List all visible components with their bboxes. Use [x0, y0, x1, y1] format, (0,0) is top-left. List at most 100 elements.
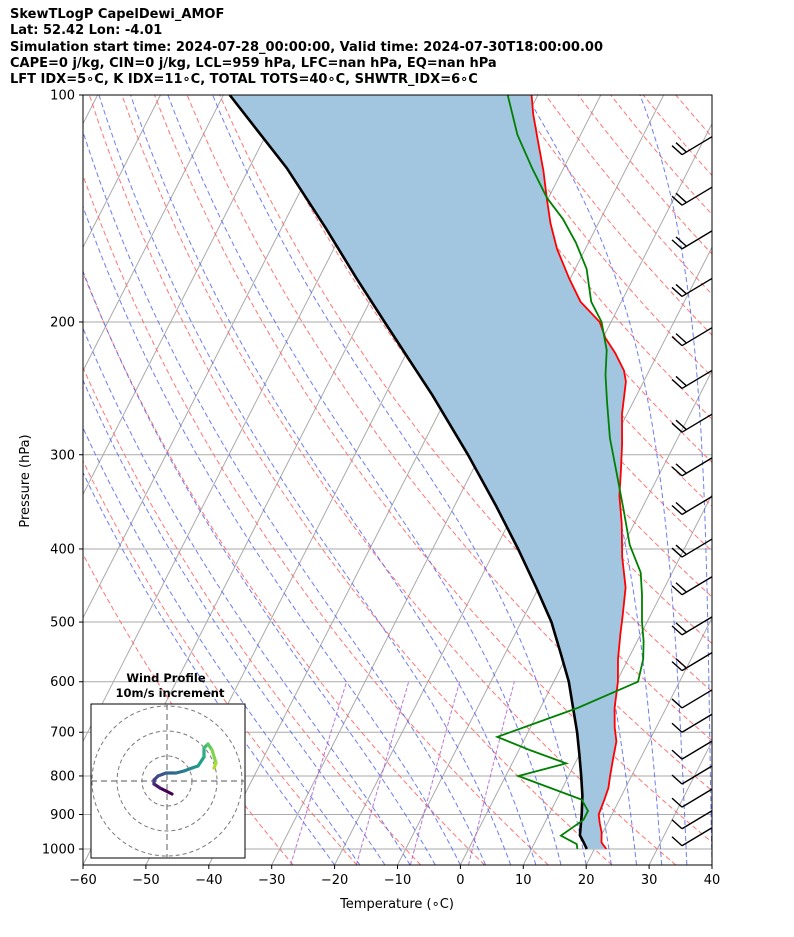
- dry-adiabat: [83, 173, 549, 865]
- plot-header: SkewTLogP CapelDewi_AMOF Lat: 52.42 Lon:…: [10, 7, 603, 88]
- y-tick-label: 600: [50, 675, 75, 690]
- y-tick-label: 300: [50, 448, 75, 463]
- wind-barb: [671, 765, 713, 785]
- mixing-ratio-line: [409, 681, 461, 865]
- x-tick-label: −30: [258, 873, 285, 888]
- dry-adiabat: [447, 95, 712, 420]
- x-axis-ticks: −60 −50 −40 −30 −20 −10 0 10 20 30 40: [69, 865, 720, 888]
- wind-barb: [671, 327, 713, 347]
- hodograph-inset: Wind Profile 10m/s increment: [90, 671, 246, 859]
- moist-adiabat: [83, 327, 411, 865]
- x-tick-label: 20: [578, 873, 595, 888]
- isotherm-line: [83, 95, 161, 249]
- wind-barb: [671, 788, 713, 808]
- moist-adiabat: [83, 471, 336, 865]
- x-tick-label: −10: [384, 873, 411, 888]
- y-tick-label: 500: [50, 616, 75, 631]
- dry-adiabat: [154, 95, 712, 843]
- wind-barb: [671, 740, 713, 760]
- x-tick-label: −60: [69, 873, 96, 888]
- wind-barb: [671, 810, 713, 830]
- hodograph-trace: [210, 748, 218, 765]
- dry-adiabat: [610, 95, 712, 216]
- moist-adiabat: [83, 205, 461, 865]
- moist-adiabat: [130, 95, 537, 865]
- hodograph-trace: [196, 755, 206, 768]
- hodograph-title: Wind Profile: [126, 671, 206, 685]
- cin-fill: [229, 95, 626, 849]
- y-axis-label: Pressure (hPa): [18, 434, 33, 527]
- dry-adiabat: [219, 95, 712, 742]
- hodograph-trace: [212, 761, 218, 770]
- y-tick-label: 700: [50, 726, 75, 741]
- wind-barb: [671, 136, 713, 156]
- dry-adiabat: [83, 553, 294, 865]
- header-indices: LFT IDX=5∘C, K IDX=11∘C, TOTAL TOTS=40∘C…: [10, 72, 478, 88]
- wind-barb: [671, 576, 713, 596]
- moist-adiabat: [639, 95, 712, 865]
- moist-adiabat: [98, 95, 512, 865]
- dry-adiabat: [83, 271, 485, 865]
- moist-adiabat: [212, 95, 587, 865]
- isotherm-line: [83, 95, 224, 372]
- x-tick-label: 0: [456, 873, 464, 888]
- dry-adiabat: [642, 95, 712, 177]
- moist-adiabat: [83, 129, 487, 865]
- isotherm-line: [648, 740, 712, 865]
- x-tick-label: 10: [515, 873, 532, 888]
- wind-barb: [671, 457, 713, 477]
- temperature-line: [530, 95, 627, 850]
- moist-adiabat: [83, 426, 361, 865]
- y-tick-label: 1000: [42, 843, 75, 858]
- wind-barb: [671, 186, 713, 206]
- cape-fill-layer: [229, 95, 626, 849]
- x-tick-label: −40: [195, 873, 222, 888]
- isotherm-line: [271, 95, 665, 865]
- wind-barb: [671, 827, 713, 847]
- dry-adiabat: [675, 95, 712, 138]
- y-tick-label: 400: [50, 542, 75, 557]
- header-lat-lon: Lat: 52.42 Lon: -4.01: [10, 23, 163, 39]
- x-tick-label: −20: [321, 873, 348, 888]
- wind-barb: [671, 652, 713, 672]
- x-tick-label: 30: [641, 873, 658, 888]
- dry-adiabat: [414, 95, 712, 463]
- moist-adiabat: [83, 269, 436, 865]
- dry-adiabat: [88, 95, 613, 865]
- mixing-ratio-line: [355, 681, 410, 865]
- isotherm-line: [711, 863, 712, 865]
- y-tick-label: 100: [50, 89, 75, 104]
- header-station-title: SkewTLogP CapelDewi_AMOF: [10, 7, 225, 22]
- moist-adiabat: [167, 95, 562, 865]
- y-tick-label: 800: [50, 769, 75, 784]
- x-tick-label: −50: [132, 873, 159, 888]
- isotherm-line: [83, 95, 287, 496]
- mixing-ratio-line: [468, 681, 515, 865]
- wind-barb: [671, 277, 713, 298]
- isotherm-line: [83, 95, 350, 619]
- y-axis-ticks: 100 200 300 400 500 600 700 800 900 1000: [42, 89, 83, 858]
- wind-barb: [671, 689, 713, 709]
- y-tick-label: 200: [50, 315, 75, 330]
- wind-barbs: [671, 136, 713, 847]
- wind-barb: [671, 616, 713, 636]
- mixing-ratio-line: [290, 681, 348, 865]
- wind-barb: [671, 413, 713, 433]
- dry-adiabat: [121, 95, 677, 865]
- hodograph-subtitle: 10m/s increment: [116, 686, 225, 700]
- profile-series: [228, 95, 645, 850]
- wind-barb: [671, 713, 713, 733]
- y-tick-label: 900: [50, 808, 75, 823]
- moist-adiabat: [83, 378, 386, 865]
- wind-barb: [671, 369, 713, 390]
- isotherm-line: [459, 369, 712, 865]
- wind-barb: [671, 495, 713, 516]
- header-time: Simulation start time: 2024-07-28_00:00:…: [10, 39, 603, 55]
- x-tick-label: 40: [704, 873, 721, 888]
- parcel-profile-line: [228, 95, 588, 850]
- wind-barb: [671, 538, 713, 558]
- header-cape-info: CAPE=0 j/kg, CIN=0 j/kg, LCL=959 hPa, LF…: [10, 55, 497, 71]
- x-axis-label: Temperature (∘C): [339, 897, 454, 912]
- dewpoint-line: [494, 95, 645, 850]
